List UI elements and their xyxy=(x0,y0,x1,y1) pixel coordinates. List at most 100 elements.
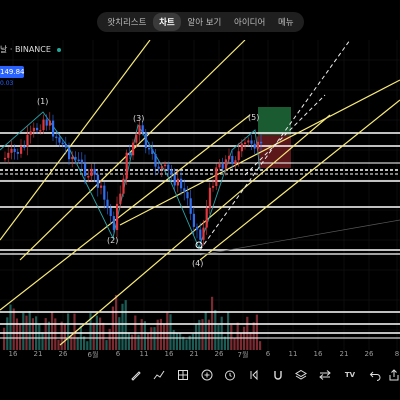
candle-body xyxy=(218,163,221,168)
volume-bar xyxy=(31,318,34,350)
time-axis-label: 6 xyxy=(115,350,121,358)
candle-body xyxy=(61,142,64,145)
time-axis-label: 6월 xyxy=(87,351,99,359)
candle-body xyxy=(192,213,195,227)
candle-body xyxy=(237,151,240,161)
time-axis-label: 8 xyxy=(394,350,400,358)
volume-bar xyxy=(3,327,6,350)
volume-bar xyxy=(182,336,185,350)
candle-body xyxy=(48,120,51,126)
add-icon[interactable] xyxy=(199,366,215,384)
share-icon[interactable] xyxy=(386,366,400,384)
volume-bar xyxy=(163,323,166,350)
candle-body xyxy=(109,207,112,217)
candle-body xyxy=(52,120,55,137)
wave-label-4: (4) xyxy=(192,259,203,268)
candlesticks xyxy=(4,112,263,246)
wave-label-2: (2) xyxy=(107,236,118,245)
trend-line xyxy=(0,40,151,241)
candle-body xyxy=(173,174,176,186)
alert-icon[interactable] xyxy=(222,366,238,384)
volume-bar xyxy=(223,336,226,350)
candle-body xyxy=(80,159,83,164)
volume-bar xyxy=(131,334,134,350)
symbol-header[interactable]: 날 · BINANCE xyxy=(0,44,61,55)
chart-type-icon[interactable] xyxy=(151,366,167,384)
volume-bar xyxy=(83,336,86,350)
candle-body xyxy=(176,178,179,186)
tab-watchlist[interactable]: 왓치리스트 xyxy=(107,18,147,28)
time-axis-label: 21 xyxy=(339,350,349,358)
magnet-icon[interactable] xyxy=(270,366,286,384)
volume-bar xyxy=(143,321,146,350)
candle-body xyxy=(205,208,208,228)
candle-body xyxy=(96,174,99,188)
price-change: 0.03 xyxy=(0,80,14,87)
candle-body xyxy=(58,137,61,143)
compare-icon[interactable] xyxy=(317,366,333,384)
candle-body xyxy=(215,167,218,186)
candle-body xyxy=(132,142,135,156)
wave-label-3: (3) xyxy=(133,114,144,123)
time-axis-label: 21 xyxy=(189,350,199,358)
price-chart[interactable]: (1) (2) (3) (4) (5) xyxy=(0,40,400,350)
candle-body xyxy=(221,163,224,169)
volume-bar xyxy=(86,341,89,350)
candle-body xyxy=(23,146,26,148)
volume-bar xyxy=(28,311,31,350)
candle-body xyxy=(144,132,147,148)
volume-bar xyxy=(127,332,130,350)
volume-bar xyxy=(159,318,162,350)
tab-chart[interactable]: 차트 xyxy=(153,13,181,31)
time-axis-label: 26 xyxy=(58,350,68,358)
candle-body xyxy=(103,185,106,200)
volume-bar xyxy=(185,339,188,350)
volume-bar xyxy=(105,340,108,350)
volume-bar xyxy=(38,324,41,350)
time-axis-label: 6 xyxy=(265,350,271,358)
candle-body xyxy=(247,140,250,143)
wave-label-5: (5) xyxy=(248,113,259,122)
volume-bar xyxy=(239,333,242,350)
undo-icon[interactable] xyxy=(367,366,383,384)
time-axis-label: 11 xyxy=(288,350,298,358)
candle-body xyxy=(106,199,109,208)
volume-bar xyxy=(169,314,172,350)
volume-bar xyxy=(99,317,102,350)
volume-bar xyxy=(153,327,156,350)
candle-body xyxy=(208,187,211,209)
volume-bar xyxy=(214,309,217,350)
candle-body xyxy=(29,131,32,135)
candle-body xyxy=(234,160,237,165)
tab-explore[interactable]: 알아 보기 xyxy=(187,18,222,28)
candle-body xyxy=(183,188,186,193)
volume-bar xyxy=(137,334,140,350)
tab-ideas[interactable]: 아이디어 xyxy=(234,18,266,28)
replay-icon[interactable] xyxy=(246,366,262,384)
volume-bar xyxy=(156,319,159,350)
indicators-icon[interactable] xyxy=(175,366,191,384)
candle-body xyxy=(151,149,154,155)
candle-body xyxy=(231,155,234,165)
volume-bar xyxy=(252,322,255,350)
candle-body xyxy=(36,127,39,131)
candle-body xyxy=(68,147,71,160)
volume-bar xyxy=(54,318,57,350)
candle-body xyxy=(125,152,128,179)
target-zone xyxy=(258,107,291,135)
pencil-icon[interactable] xyxy=(128,366,144,384)
volume-bar xyxy=(102,322,105,350)
candle-body xyxy=(212,185,215,188)
candle-body xyxy=(157,166,160,169)
volume-bar xyxy=(12,308,15,350)
tab-menu[interactable]: 메뉴 xyxy=(277,18,294,28)
time-axis[interactable]: 16 21 26 6월 6 11 16 21 26 7월 6 11 16 21 26 8 xyxy=(0,350,400,362)
candle-body xyxy=(224,159,227,169)
price-badge: 149.84 xyxy=(0,66,25,78)
layers-icon[interactable] xyxy=(293,366,309,384)
candle-body xyxy=(119,193,122,204)
candle-body xyxy=(260,141,263,144)
tradingview-icon[interactable]: TV xyxy=(344,371,356,379)
volume-bar xyxy=(73,313,76,350)
volume-bar xyxy=(191,333,194,350)
